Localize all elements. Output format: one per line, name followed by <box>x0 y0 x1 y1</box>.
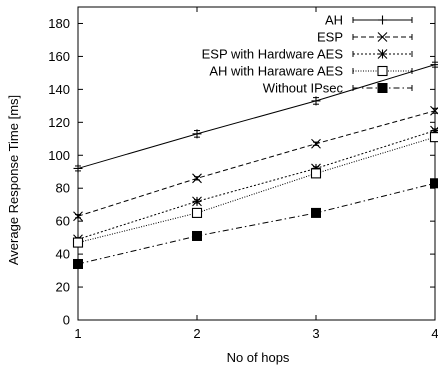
data-point <box>192 173 202 184</box>
data-point <box>430 178 438 189</box>
legend-marker <box>377 49 388 59</box>
data-point <box>73 211 83 222</box>
y-axis-title: Average Response Time [ms] <box>6 95 21 265</box>
data-point <box>73 163 83 173</box>
x-tick-label: 1 <box>74 326 81 341</box>
series-line <box>77 64 436 169</box>
legend-entry: AH <box>325 13 413 28</box>
legend-label: Without IPsec <box>263 81 344 96</box>
data-point <box>192 230 202 241</box>
series-group <box>72 60 438 269</box>
y-tick-label: 0 <box>63 313 70 328</box>
legend-marker <box>377 83 388 93</box>
y-tick-label: 60 <box>56 214 70 229</box>
data-point <box>430 105 438 116</box>
series-0 <box>73 60 438 173</box>
plot-border <box>77 6 436 321</box>
legend-label: ESP with Hardware AES <box>202 47 344 62</box>
data-point <box>311 138 321 149</box>
plot-frame <box>77 6 436 321</box>
series-4 <box>73 178 438 269</box>
y-tick-label: 120 <box>48 115 70 130</box>
data-point <box>72 237 84 248</box>
legend-entry: AH with Haraware AES <box>209 64 413 79</box>
y-tick-label: 100 <box>48 148 70 163</box>
y-tick-label: 140 <box>48 82 70 97</box>
series-2 <box>73 125 438 245</box>
legend-entry: Without IPsec <box>263 81 413 96</box>
x-axis-title: No of hops <box>227 350 290 365</box>
series-line <box>77 110 436 217</box>
legend: AH ESP ESP with Hardware AES AH with Harawa… <box>202 13 413 96</box>
legend-marker <box>377 65 388 77</box>
legend-label: AH with Haraware AES <box>209 64 343 79</box>
x-tick-label: 4 <box>431 326 438 341</box>
x-tick-label: 3 <box>312 326 319 341</box>
y-tick-label: 180 <box>48 16 70 31</box>
series-line <box>77 130 436 240</box>
data-point <box>191 207 203 218</box>
legend-entry: ESP <box>317 30 413 45</box>
data-point <box>311 207 321 218</box>
series-1 <box>73 105 438 222</box>
x-axis: 1 2 3 4 <box>74 7 438 341</box>
data-point <box>311 96 321 106</box>
data-point <box>192 196 202 207</box>
legend-marker <box>378 15 387 25</box>
legend-label: ESP <box>317 30 343 45</box>
data-point <box>73 258 83 269</box>
legend-entry: ESP with Hardware AES <box>202 47 413 62</box>
legend-label: AH <box>325 13 343 28</box>
series-line <box>77 136 436 244</box>
series-3 <box>72 132 438 248</box>
data-point <box>310 168 322 179</box>
y-tick-label: 40 <box>56 247 70 262</box>
y-tick-label: 20 <box>56 280 70 295</box>
x-tick-label: 2 <box>193 326 200 341</box>
y-tick-label: 80 <box>56 181 70 196</box>
legend-marker <box>377 32 388 42</box>
data-point <box>430 60 438 70</box>
y-tick-label: 160 <box>48 49 70 64</box>
data-point <box>429 132 438 143</box>
y-axis: 0 20 40 60 80 100 120 140 160 180 <box>48 16 435 328</box>
data-point <box>192 129 202 139</box>
series-line <box>77 182 436 265</box>
